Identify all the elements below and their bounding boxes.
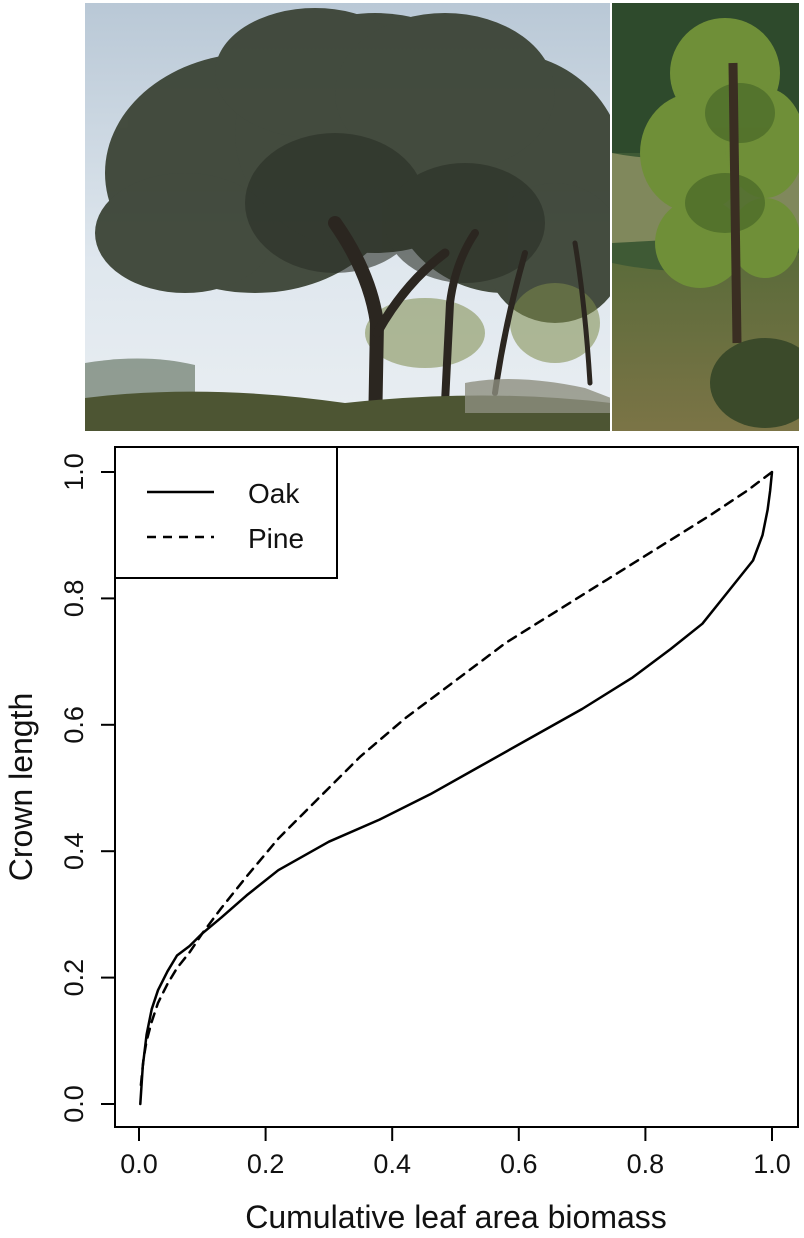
y-tick-label: 0.8 xyxy=(59,580,89,618)
y-tick-label: 0.4 xyxy=(59,832,89,870)
oak-photo xyxy=(85,3,625,431)
x-tick-label: 0.0 xyxy=(120,1149,158,1179)
tree-photographs xyxy=(85,3,799,431)
y-tick-label: 0.0 xyxy=(59,1085,89,1123)
x-axis: 0.0 0.2 0.4 0.6 0.8 1.0 xyxy=(120,1127,791,1179)
x-tick-label: 0.8 xyxy=(627,1149,665,1179)
legend-pine-label: Pine xyxy=(248,523,304,554)
x-tick-label: 0.2 xyxy=(247,1149,285,1179)
pine-photo xyxy=(610,3,799,431)
plot-frame xyxy=(114,446,799,1128)
x-axis-label: Cumulative leaf area biomass xyxy=(245,1199,667,1235)
y-tick-label: 0.2 xyxy=(59,959,89,997)
y-tick-label: 0.6 xyxy=(59,706,89,744)
y-axis: 0.0 0.2 0.4 0.6 0.8 1.0 xyxy=(59,453,115,1123)
y-axis-label: Crown length xyxy=(3,693,39,882)
series-line-oak xyxy=(139,470,774,1106)
legend: Oak Pine xyxy=(114,446,338,579)
series-layer xyxy=(139,470,774,1106)
series-line-pine xyxy=(139,470,774,1087)
legend-oak-label: Oak xyxy=(248,478,300,509)
x-tick-label: 0.6 xyxy=(500,1149,538,1179)
x-tick-label: 0.4 xyxy=(373,1149,411,1179)
y-tick-label: 1.0 xyxy=(59,453,89,491)
x-tick-label: 1.0 xyxy=(753,1149,791,1179)
